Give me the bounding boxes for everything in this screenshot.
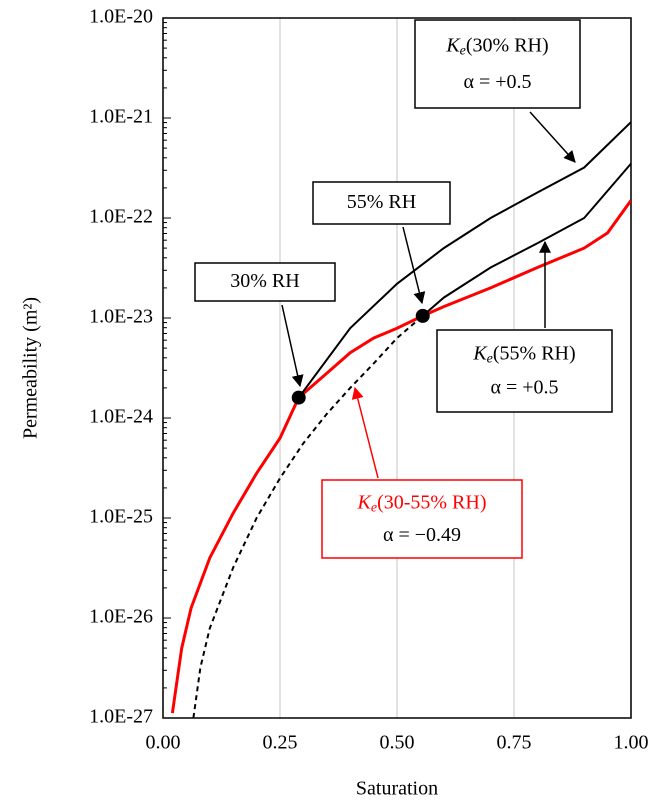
y-tick-label: 1.0E-22: [89, 206, 153, 228]
annotation-symbol: K: [445, 34, 461, 56]
data-point: [291, 390, 306, 405]
annotation-box: [194, 262, 336, 302]
annotation-text: 55% RH: [347, 191, 416, 213]
x-tick-label: 0.25: [263, 732, 298, 754]
x-axis-label: Saturation: [356, 778, 438, 800]
line-series: [170, 199, 631, 714]
annotation-text: 30% RH: [230, 270, 299, 292]
y-tick-label: 1.0E-27: [89, 706, 153, 728]
y-tick-label: 1.0E-24: [89, 406, 153, 428]
annotation-box: [321, 479, 523, 559]
annotation-alpha: α = −0.49: [383, 524, 461, 546]
annotation-label: (55% RH): [493, 342, 576, 364]
annotation-alpha: α = +0.5: [490, 377, 558, 399]
annotation-box: [312, 181, 451, 225]
line-series: [297, 121, 631, 399]
annotation-subscript: e: [487, 352, 493, 367]
annotation-text: Ke(30% RH): [445, 34, 548, 59]
line-series: [422, 162, 631, 317]
annotation-box: [414, 19, 581, 109]
annotation-box: [436, 329, 613, 413]
annotation-label: 55% RH: [347, 191, 416, 213]
x-tick-label: 0.50: [380, 732, 415, 754]
annotation-subscript: e: [460, 44, 466, 59]
annotation-arrow: [281, 304, 304, 388]
y-tick-label: 1.0E-26: [89, 606, 153, 628]
x-tick-label: 0.75: [497, 732, 532, 754]
annotation-alpha: α = +0.5: [463, 71, 531, 93]
annotation-label: (30-55% RH): [377, 491, 486, 513]
y-tick-label: 1.0E-21: [89, 106, 153, 128]
data-point: [415, 308, 430, 323]
y-tick-label: 1.0E-25: [89, 506, 153, 528]
annotation-label: (30% RH): [466, 34, 549, 56]
annotation-text: Ke(55% RH): [472, 342, 575, 367]
y-axis-label: Permeability (m²): [20, 297, 42, 439]
y-tick-label: 1.0E-20: [89, 6, 153, 28]
annotation-symbol: K: [472, 342, 488, 364]
line-series: [192, 315, 424, 718]
annotation-symbol: K: [357, 491, 373, 513]
annotation-arrow: [351, 386, 379, 479]
y-tick-label: 1.0E-23: [89, 306, 153, 328]
annotation-subscript: e: [371, 501, 377, 516]
annotation-text: Ke(30-55% RH): [357, 491, 487, 516]
plot-frame: [162, 17, 632, 719]
annotation-arrow: [402, 226, 426, 305]
x-tick-label: 1.00: [614, 732, 649, 754]
annotation-label: 30% RH: [230, 270, 299, 292]
x-tick-label: 0.00: [146, 732, 181, 754]
annotation-arrow: [529, 111, 576, 163]
